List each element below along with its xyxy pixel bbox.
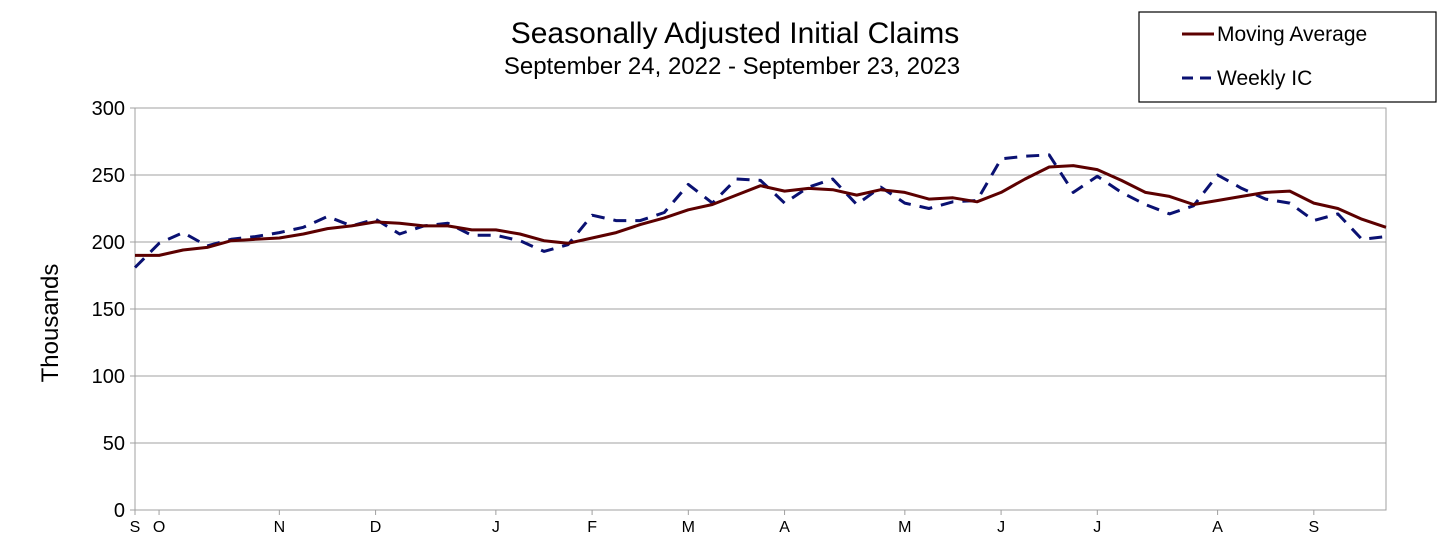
- x-tick-label: J: [997, 519, 1005, 536]
- legend: Moving Average Weekly IC: [1138, 11, 1437, 103]
- series-line-moving-average: [135, 164, 1387, 257]
- legend-label-moving-average: Moving Average: [1217, 23, 1367, 46]
- series-line-weekly-ic: [133, 153, 1387, 269]
- chart-subtitle: September 24, 2022 - September 23, 2023: [504, 53, 960, 80]
- y-tick-label: 0: [114, 500, 125, 522]
- x-tick-label: S: [130, 519, 141, 536]
- x-tick-label: S: [1308, 519, 1319, 536]
- x-tick-label: A: [779, 519, 790, 536]
- x-tick-label: F: [587, 519, 597, 536]
- chart-title: Seasonally Adjusted Initial Claims: [511, 17, 960, 50]
- gridlines: [135, 174, 1386, 444]
- legend-label-weekly-ic: Weekly IC: [1217, 67, 1312, 90]
- y-axis-ticks: 0 50 100 150 200 250 300: [92, 98, 135, 522]
- x-tick-label: M: [682, 519, 695, 536]
- y-tick-label: 250: [92, 165, 125, 187]
- y-tick-label: 300: [92, 98, 125, 120]
- series-layer: [133, 153, 1387, 269]
- x-tick-label: D: [370, 519, 382, 536]
- y-tick-label: 100: [92, 366, 125, 388]
- x-tick-label: M: [898, 519, 911, 536]
- x-tick-label: N: [274, 519, 286, 536]
- x-tick-label: A: [1212, 519, 1223, 536]
- x-tick-label: J: [1093, 519, 1101, 536]
- legend-box: [1138, 11, 1437, 103]
- y-axis-label: Thousands: [37, 264, 64, 383]
- y-tick-label: 200: [92, 232, 125, 254]
- x-tick-label: J: [492, 519, 500, 536]
- y-tick-label: 150: [92, 299, 125, 321]
- x-tick-label: O: [153, 519, 165, 536]
- y-tick-label: 50: [103, 433, 125, 455]
